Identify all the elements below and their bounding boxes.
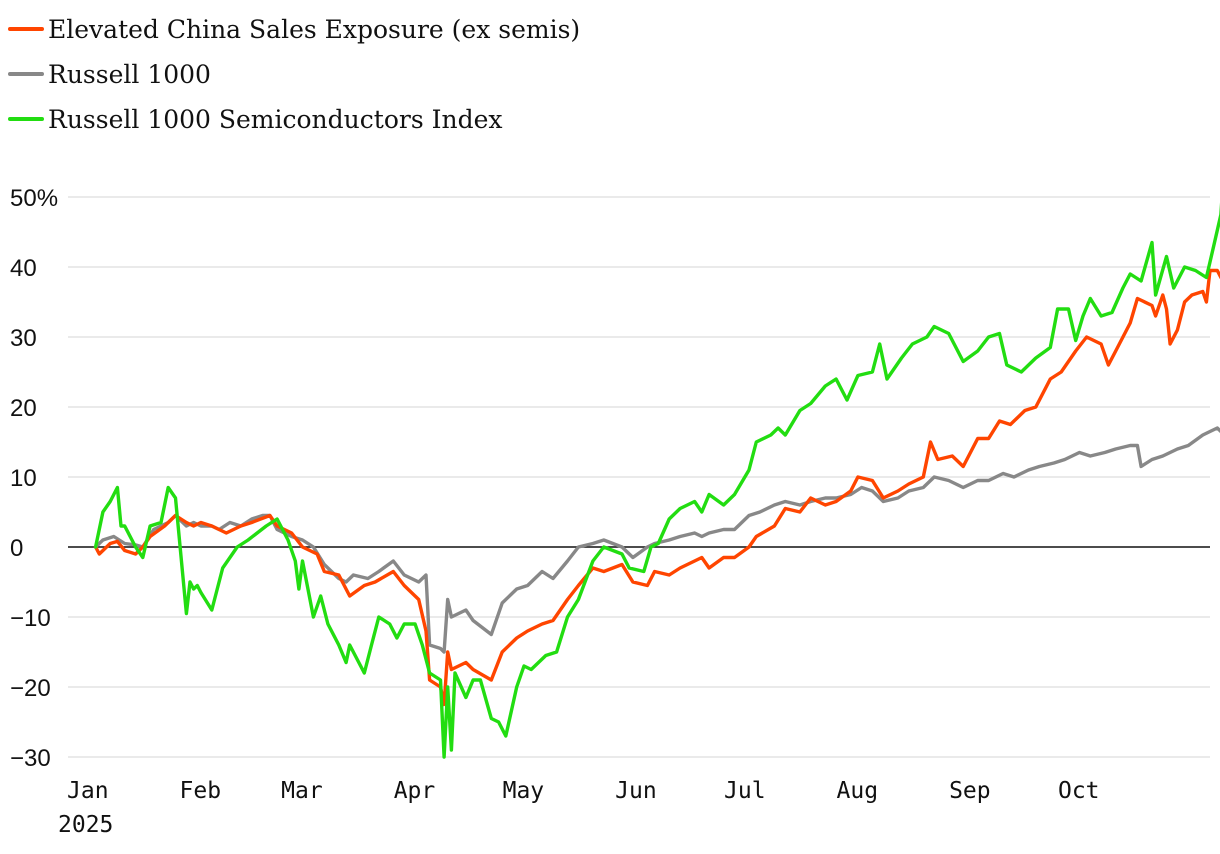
y-tick-label: 50% <box>10 185 58 212</box>
series-line-2 <box>93 426 1220 654</box>
x-tick-label: Feb <box>180 778 222 804</box>
y-tick-label: 20 <box>10 395 37 422</box>
x-axis: Jan Feb Mar Apr May Jun Jul Aug Sep Oct 2025 <box>58 778 1100 838</box>
y-tick-label: 30 <box>10 325 37 352</box>
legend-label: Russell 1000 <box>48 60 211 89</box>
x-tick-label: Jul <box>724 778 766 804</box>
y-axis: −30 −20 −10 0 10 20 30 40 50% <box>10 185 58 772</box>
y-tick-label: 40 <box>10 255 37 282</box>
x-tick-label: Jun <box>615 778 657 804</box>
y-tick-label: −20 <box>10 675 51 702</box>
x-tick-label: Apr <box>394 778 436 804</box>
x-tick-label: Jan <box>67 778 109 804</box>
x-tick-label: Sep <box>949 778 991 804</box>
x-tick-label: Aug <box>837 778 879 804</box>
legend: Elevated China Sales Exposure (ex semis)… <box>8 15 580 134</box>
y-tick-label: −10 <box>10 605 51 632</box>
x-tick-label: Oct <box>1058 778 1100 804</box>
y-tick-label: −30 <box>10 745 51 772</box>
gridlines <box>68 196 1210 758</box>
series-line-3 <box>93 202 1220 759</box>
x-tick-label: May <box>503 778 545 804</box>
legend-label: Russell 1000 Semiconductors Index <box>48 105 502 134</box>
legend-label: Elevated China Sales Exposure (ex semis) <box>48 15 580 44</box>
y-tick-label: 0 <box>10 535 23 562</box>
x-tick-label: Mar <box>281 778 323 804</box>
y-tick-label: 10 <box>10 465 37 492</box>
x-year-label: 2025 <box>58 812 113 838</box>
series-line-1 <box>93 268 1220 707</box>
plot-area <box>93 202 1220 759</box>
